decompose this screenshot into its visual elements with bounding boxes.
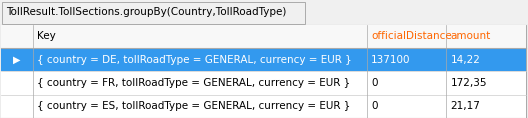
Bar: [1, 71, 526, 95]
Text: 0: 0: [371, 78, 378, 88]
Text: 21,17: 21,17: [450, 101, 480, 111]
Text: 0: 0: [371, 101, 378, 111]
Text: { country = FR, tollRoadType = GENERAL, currency = EUR }: { country = FR, tollRoadType = GENERAL, …: [37, 78, 350, 88]
Text: amount: amount: [450, 31, 491, 41]
Text: 137100: 137100: [371, 55, 411, 65]
Bar: [1, 25, 526, 48]
Text: 14,22: 14,22: [450, 55, 480, 65]
Text: officialDistance: officialDistance: [371, 31, 452, 41]
Bar: [1, 95, 526, 118]
Text: { country = ES, tollRoadType = GENERAL, currency = EUR }: { country = ES, tollRoadType = GENERAL, …: [37, 101, 351, 111]
Text: TollResult.TollSections.groupBy(Country,TollRoadType): TollResult.TollSections.groupBy(Country,…: [6, 7, 287, 17]
FancyBboxPatch shape: [2, 2, 305, 24]
Text: 172,35: 172,35: [450, 78, 487, 88]
Text: { country = DE, tollRoadType = GENERAL, currency = EUR }: { country = DE, tollRoadType = GENERAL, …: [37, 55, 352, 65]
Bar: [1, 48, 526, 71]
Text: ▶: ▶: [13, 55, 20, 65]
Text: Key: Key: [37, 31, 56, 41]
